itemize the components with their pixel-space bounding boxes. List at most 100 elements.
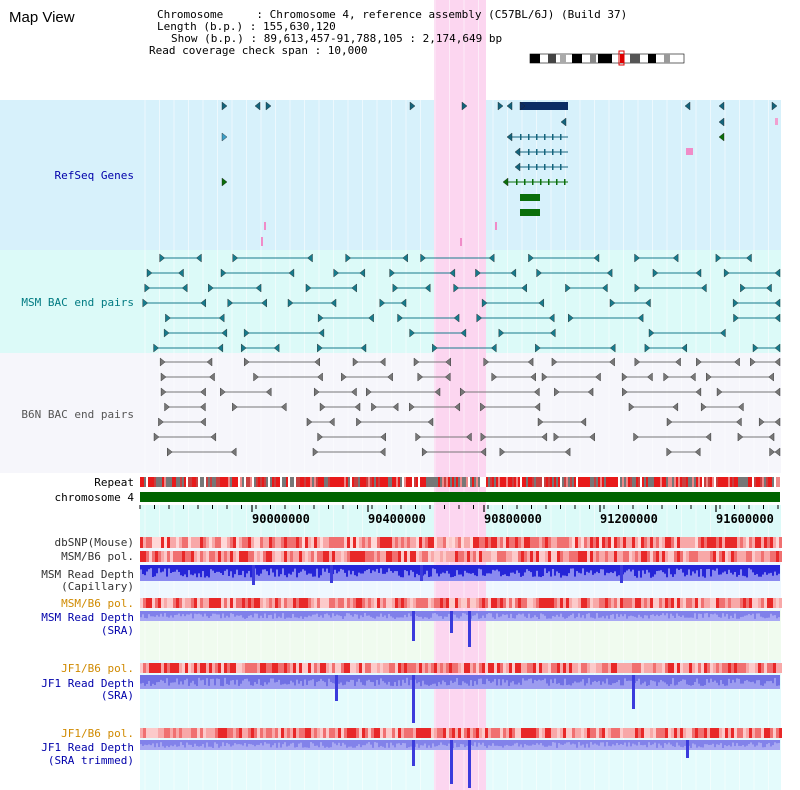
depth-mark <box>246 675 248 679</box>
feature-arrow <box>392 402 399 412</box>
depth-mark <box>386 740 388 743</box>
depth-mark <box>198 565 200 574</box>
msm-depth-cap-label-1[interactable]: MSM Read Depth <box>41 568 134 581</box>
depth-mark <box>394 675 396 682</box>
jf1-depth-trim-label-1[interactable]: JF1 Read Depth <box>41 741 134 754</box>
pol-mark <box>503 663 506 673</box>
pol-mark <box>206 663 209 673</box>
msm-depth-sra-label-2: (SRA) <box>100 624 134 637</box>
depth-mark <box>490 611 492 614</box>
repeat-mark <box>604 477 606 487</box>
depth-mark <box>140 611 142 618</box>
depth-mark <box>428 740 430 746</box>
repeat-mark <box>318 477 320 487</box>
pol-mark <box>407 663 410 673</box>
depth-mark <box>224 740 226 747</box>
depth-mark <box>652 611 654 615</box>
depth-mark <box>442 565 444 573</box>
pol-mark <box>746 551 749 562</box>
depth-mark <box>778 740 780 743</box>
msm-bac-label[interactable]: MSM BAC end pairs <box>21 296 134 309</box>
pol-mark <box>173 537 176 548</box>
depth-mark <box>172 675 174 683</box>
pol-mark <box>437 728 440 738</box>
depth-mark <box>648 740 650 743</box>
repeat-mark <box>588 477 590 487</box>
msm-b6-pol-label-1[interactable]: MSM/B6 pol. <box>61 550 134 563</box>
depth-mark <box>538 675 540 680</box>
pol-mark <box>572 551 575 562</box>
feature-arrow <box>220 387 226 397</box>
pol-mark <box>668 663 671 673</box>
refseq-label[interactable]: RefSeq Genes <box>54 169 134 182</box>
depth-mark <box>400 565 402 578</box>
feature-arrow <box>230 447 237 457</box>
depth-mark <box>768 740 770 743</box>
depth-mark <box>742 611 744 617</box>
depth-mark <box>344 611 346 617</box>
depth-mark <box>740 565 742 570</box>
depth-mark <box>526 565 528 570</box>
depth-mark <box>154 611 156 617</box>
depth-mark <box>514 675 516 685</box>
repeat-mark <box>646 477 648 487</box>
msm-b6-pol-label-2[interactable]: MSM/B6 pol. <box>61 597 134 610</box>
jf1-b6-pol-label-1[interactable]: JF1/B6 pol. <box>61 662 134 675</box>
depth-mark <box>594 740 596 744</box>
pol-mark <box>140 663 143 673</box>
pol-mark <box>770 551 773 562</box>
feature-arrow <box>232 253 239 263</box>
depth-spike <box>412 740 415 766</box>
pol-mark <box>497 537 500 548</box>
repeat-mark <box>738 477 740 487</box>
msm-depth-sra-label-1[interactable]: MSM Read Depth <box>41 611 134 624</box>
dbsnp-label[interactable]: dbSNP(Mouse) <box>54 536 134 549</box>
pol-mark <box>602 598 605 608</box>
pol-mark <box>638 728 641 738</box>
feature-arrow <box>368 313 374 323</box>
depth-mark <box>702 611 704 618</box>
pol-mark <box>515 598 518 608</box>
pol-mark <box>683 663 686 673</box>
pol-mark <box>185 537 188 548</box>
pol-mark <box>602 728 605 738</box>
pol-mark <box>371 663 374 673</box>
pol-mark <box>458 537 461 548</box>
jf1-depth-sra-label-1[interactable]: JF1 Read Depth <box>41 677 134 690</box>
pol-mark <box>236 663 239 673</box>
depth-mark <box>612 740 614 745</box>
depth-mark <box>396 565 398 572</box>
feature-arrow <box>244 357 250 367</box>
depth-mark <box>426 611 428 618</box>
pol-mark <box>443 728 446 738</box>
pol-mark <box>494 551 497 562</box>
pol-mark <box>341 537 344 548</box>
depth-mark <box>548 565 550 572</box>
depth-mark <box>422 740 424 746</box>
depth-mark <box>144 675 146 686</box>
repeat-mark <box>270 477 272 487</box>
depth-mark <box>316 675 318 682</box>
jf1-b6-pol-label-2[interactable]: JF1/B6 pol. <box>61 727 134 740</box>
feature-arrow <box>255 283 262 293</box>
depth-mark <box>430 740 432 748</box>
depth-mark <box>242 740 244 746</box>
depth-mark <box>244 611 246 619</box>
pol-mark <box>575 537 578 548</box>
depth-spike <box>450 611 453 633</box>
pol-mark <box>491 551 494 562</box>
repeat-mark <box>522 477 524 487</box>
gene-exon <box>536 134 538 140</box>
depth-mark <box>208 611 210 618</box>
feature-arrow <box>535 343 541 353</box>
depth-mark <box>288 740 290 746</box>
depth-mark <box>494 565 496 571</box>
depth-mark <box>710 675 712 679</box>
repeat-mark <box>688 477 690 487</box>
pol-mark <box>365 728 368 738</box>
b6n-bac-label[interactable]: B6N BAC end pairs <box>21 408 134 421</box>
repeat-label[interactable]: Repeat <box>94 476 134 489</box>
pol-mark <box>761 551 764 562</box>
depth-mark <box>682 740 684 748</box>
depth-mark <box>534 565 536 577</box>
